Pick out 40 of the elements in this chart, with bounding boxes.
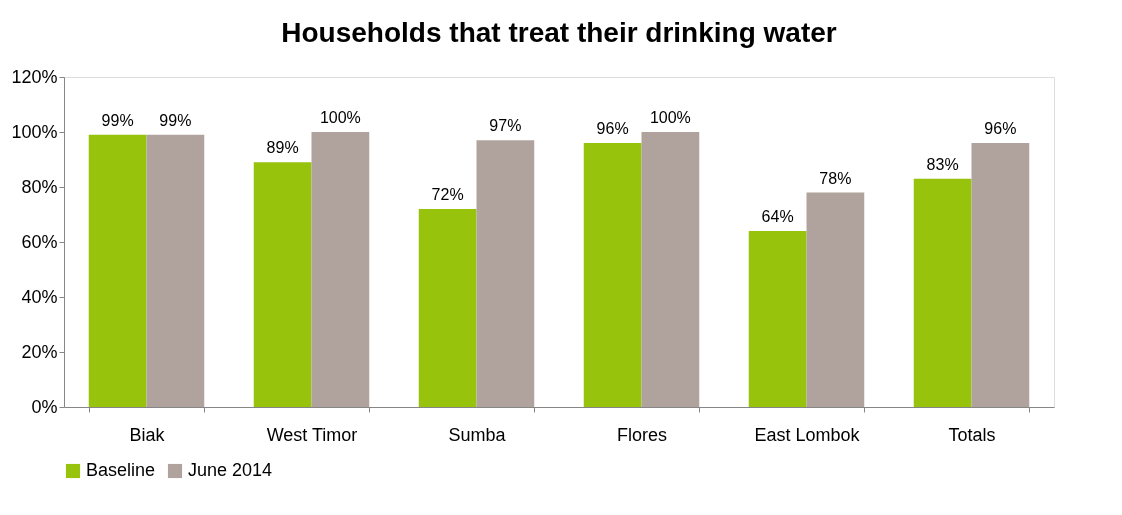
bar [971,143,1030,407]
bar [748,231,807,407]
data-label: 97% [489,117,522,135]
legend-label: Baseline [86,460,156,480]
x-tick-label: East Lombok [754,424,861,445]
bar [418,209,477,407]
y-tick-label: 20% [21,341,58,362]
y-tick-label: 0% [31,396,58,417]
x-tick-label: Flores [616,424,668,445]
bar [641,132,700,407]
data-label: 96% [596,120,629,137]
y-tick-label: 60% [21,231,58,252]
data-label: 72% [431,186,464,203]
x-tick-label: Biak [129,424,166,445]
data-label: 78% [819,169,852,187]
bar [476,140,535,407]
y-tick-label: 100% [11,121,58,142]
bar [146,134,205,407]
bar [88,134,147,407]
x-tick-label: Sumba [448,424,507,445]
data-label: 100% [319,109,361,126]
chart-title: Households that treat their drinking water [281,17,837,48]
y-tick-label: 40% [21,286,58,307]
bar [913,178,972,407]
data-label: 96% [984,120,1017,137]
y-tick-label: 120% [11,66,58,87]
bar [583,143,642,407]
data-label: 99% [101,111,134,129]
x-tick-label: Totals [948,424,996,445]
bar [311,132,370,407]
bar [253,162,312,407]
data-label: 83% [926,155,959,173]
data-label: 99% [159,111,192,129]
data-label: 100% [649,109,691,126]
legend-label: June 2014 [188,460,273,480]
data-label: 64% [761,208,794,225]
data-label: 89% [266,139,299,157]
x-tick-label: West Timor [266,424,358,445]
bar [806,192,865,407]
y-tick-label: 80% [21,176,58,197]
